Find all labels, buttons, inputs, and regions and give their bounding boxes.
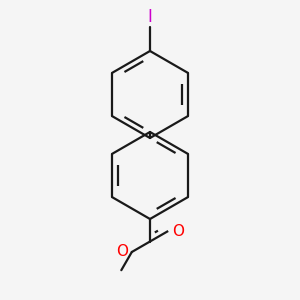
Text: O: O bbox=[116, 244, 128, 260]
Text: O: O bbox=[172, 224, 184, 238]
Text: I: I bbox=[148, 8, 152, 26]
